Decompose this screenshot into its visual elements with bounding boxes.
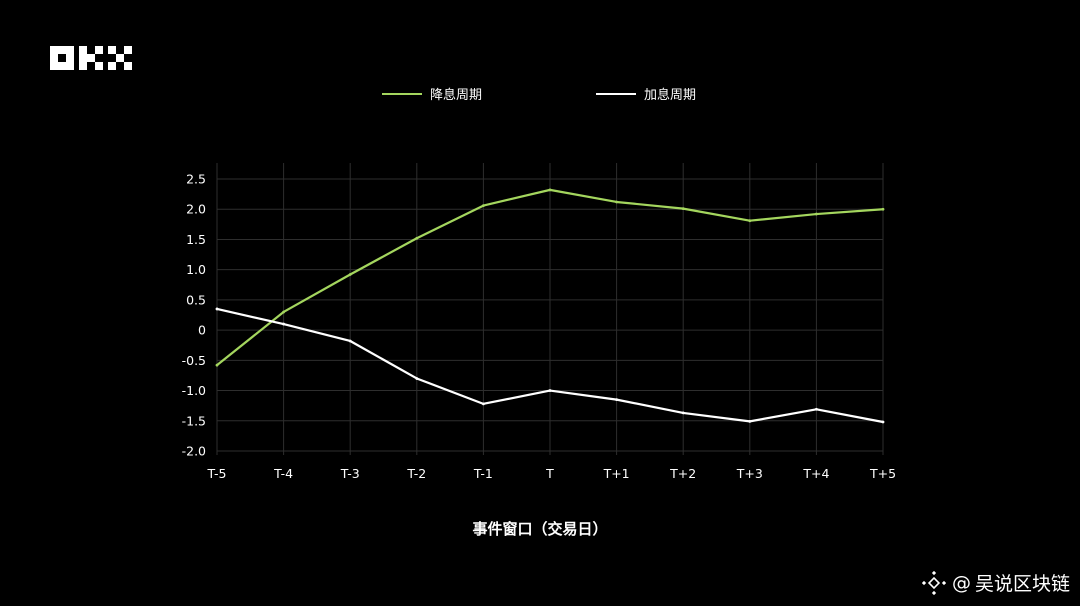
y-tick-label: 2.0: [186, 202, 206, 217]
data-point: [881, 420, 885, 424]
x-tick-label: T-2: [406, 466, 426, 481]
watermark: @ 吴说区块链: [921, 569, 1070, 596]
y-tick-label: 0.5: [186, 292, 206, 307]
y-tick-label: 1.5: [186, 232, 206, 247]
data-point: [482, 204, 485, 207]
y-tick-label: -0.5: [182, 353, 206, 368]
chart-series: [215, 188, 885, 424]
watermark-at: @: [951, 571, 971, 594]
data-point: [282, 322, 285, 326]
data-point: [881, 207, 885, 211]
data-point: [282, 310, 285, 314]
y-tick-label: -1.5: [182, 413, 206, 428]
legend-label-hiking: 加息周期: [644, 88, 697, 103]
chart-legend: 降息周期 加息周期: [0, 84, 1080, 104]
legend-item-hiking: 加息周期: [596, 84, 696, 103]
data-point: [348, 273, 352, 276]
data-point: [615, 398, 618, 402]
data-point: [415, 377, 419, 380]
x-tick-label: T-1: [473, 466, 493, 481]
data-point: [348, 339, 352, 343]
x-tick-label: T-5: [207, 466, 227, 481]
data-point: [215, 307, 219, 311]
data-point: [215, 363, 219, 367]
x-tick-label: T+4: [802, 466, 829, 481]
watermark-text: 吴说区块链: [974, 573, 1070, 595]
data-point: [748, 219, 752, 223]
legend-label-easing: 降息周期: [430, 88, 483, 103]
y-tick-label: -1.0: [182, 383, 206, 398]
data-point: [415, 236, 419, 240]
okx-logo: [50, 46, 132, 70]
chart-grid: [216, 163, 884, 455]
y-tick-label: -2.0: [182, 444, 206, 459]
chart-axes: 2.5 2.0 1.5 1.0 0.5 0 -0.5 -1.0 -1.5 -2.0T-5 T-4 T-…: [182, 172, 896, 482]
legend-swatch-hiking: [596, 92, 636, 95]
x-tick-label: T+3: [736, 466, 763, 481]
data-point: [681, 411, 685, 415]
legend-swatch-easing: [382, 92, 422, 95]
data-point: [681, 207, 685, 211]
x-tick-label: T: [545, 466, 554, 481]
data-point: [748, 419, 752, 423]
y-tick-label: 0: [198, 323, 206, 338]
data-point: [815, 407, 818, 411]
legend-item-easing: 降息周期: [382, 84, 482, 103]
data-point: [482, 402, 485, 406]
y-tick-label: 2.5: [186, 172, 206, 187]
data-point: [548, 188, 552, 192]
x-tick-label: T-4: [273, 466, 293, 481]
x-tick-label: T+5: [869, 466, 896, 481]
data-point: [815, 212, 818, 216]
y-tick-label: 1.0: [186, 262, 206, 277]
x-tick-label: T+2: [669, 466, 696, 481]
x-tick-label: T+1: [603, 466, 630, 481]
data-point: [548, 389, 552, 392]
data-point: [615, 200, 618, 204]
x-axis-title: 事件窗口（交易日）: [472, 520, 608, 538]
binance-diamond-icon: [921, 570, 946, 595]
x-tick-label: T-3: [340, 466, 360, 481]
